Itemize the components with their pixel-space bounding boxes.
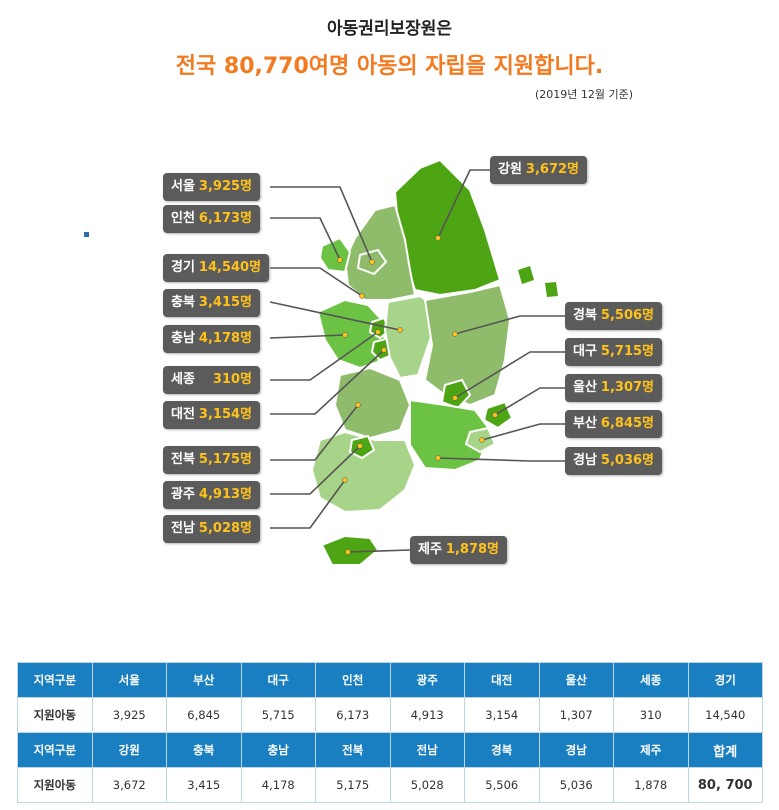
table-cell: 5,028 — [389, 767, 465, 803]
table-header-cell: 부산 — [166, 662, 242, 698]
table-header-row: 지역구분 강원 충북 충남 전북 전남 경북 경남 제주 합계 — [17, 732, 763, 768]
table-header-cell: 광주 — [389, 662, 465, 698]
label-sejong: 세종 310명 — [163, 366, 261, 394]
label-gangwon: 강원 3,672명 — [490, 156, 588, 184]
table-header-cell: 전남 — [389, 732, 465, 768]
label-busan: 부산 6,845명 — [565, 410, 663, 438]
table-header-cell: 대구 — [240, 662, 316, 698]
table-cell: 310 — [613, 697, 689, 733]
label-gyeongnam: 경남 5,036명 — [565, 447, 663, 475]
table-cell: 5,036 — [538, 767, 614, 803]
table-header-row: 지역구분 서울 부산 대구 인천 광주 대전 울산 세종 경기 — [17, 662, 763, 698]
label-daejeon: 대전 3,154명 — [163, 401, 261, 429]
table-header-cell: 울산 — [538, 662, 614, 698]
region-gyeongbuk — [423, 283, 512, 407]
label-chungbuk: 충북 3,415명 — [163, 289, 261, 317]
table-cell: 3,925 — [91, 697, 167, 733]
region-stats-table: 지역구분 서울 부산 대구 인천 광주 대전 울산 세종 경기 지원아동 3,9… — [17, 662, 763, 803]
table-header-label: 지역구분 — [17, 732, 93, 768]
table-row-label: 지원아동 — [17, 697, 93, 733]
region-ulleung — [518, 266, 534, 284]
headline: 전국 80,770여명 아동의 자립을 지원합니다. — [175, 54, 604, 79]
table-total-header: 합계 — [687, 732, 763, 768]
label-jeonnam: 전남 5,028명 — [163, 515, 261, 543]
label-daegu: 대구 5,715명 — [565, 338, 663, 366]
table-header-cell: 세종 — [613, 662, 689, 698]
table-total-value: 80, 700 — [687, 767, 763, 803]
table-cell: 14,540 — [687, 697, 763, 733]
as-of-date: (2019년 12월 기준) — [535, 88, 634, 101]
table-cell: 1,878 — [613, 767, 689, 803]
table-row: 지원아동 3,672 3,415 4,178 5,175 5,028 5,506… — [17, 767, 763, 803]
label-gyeonggi: 경기 14,540명 — [163, 254, 270, 282]
table-cell: 5,715 — [240, 697, 316, 733]
table-cell: 3,154 — [464, 697, 540, 733]
label-seoul: 서울 3,925명 — [163, 173, 261, 201]
table-cell: 6,173 — [315, 697, 391, 733]
table-cell: 3,672 — [91, 767, 167, 803]
table-cell: 5,175 — [315, 767, 391, 803]
region-ulsan — [482, 400, 514, 430]
table-header-cell: 인천 — [315, 662, 391, 698]
table-cell: 4,913 — [389, 697, 465, 733]
label-jeju: 제주 1,878명 — [410, 536, 508, 564]
table-header-cell: 경북 — [464, 732, 540, 768]
region-dokdo — [545, 282, 558, 297]
table-header-cell: 서울 — [91, 662, 167, 698]
region-incheon — [318, 236, 352, 274]
table-row-label: 지원아동 — [17, 767, 93, 803]
table-header-label: 지역구분 — [17, 662, 93, 698]
label-gyeongbuk: 경북 5,506명 — [565, 302, 663, 330]
region-daegu — [440, 378, 472, 410]
label-ulsan: 울산 1,307명 — [565, 374, 663, 402]
table-header-cell: 충북 — [166, 732, 242, 768]
table-row: 지원아동 3,925 6,845 5,715 6,173 4,913 3,154… — [17, 697, 763, 733]
table-cell: 6,845 — [166, 697, 242, 733]
table-header-cell: 경기 — [687, 662, 763, 698]
table-header-cell: 강원 — [91, 732, 167, 768]
table-header-cell: 제주 — [613, 732, 689, 768]
table-header-cell: 전북 — [315, 732, 391, 768]
table-cell: 5,506 — [464, 767, 540, 803]
table-header-cell: 충남 — [240, 732, 316, 768]
label-gwangju: 광주 4,913명 — [163, 481, 261, 509]
table-header-cell: 경남 — [538, 732, 614, 768]
table-cell: 4,178 — [240, 767, 316, 803]
table-cell: 3,415 — [166, 767, 242, 803]
bullet-marker — [84, 232, 89, 237]
label-jeonbuk: 전북 5,175명 — [163, 446, 261, 474]
label-incheon: 인천 6,173명 — [163, 205, 261, 233]
label-chungnam: 충남 4,178명 — [163, 325, 261, 353]
region-jeonbuk — [333, 366, 412, 440]
table-cell: 1,307 — [538, 697, 614, 733]
table-header-cell: 대전 — [464, 662, 540, 698]
page-title: 아동권리보장원은 — [326, 19, 453, 39]
